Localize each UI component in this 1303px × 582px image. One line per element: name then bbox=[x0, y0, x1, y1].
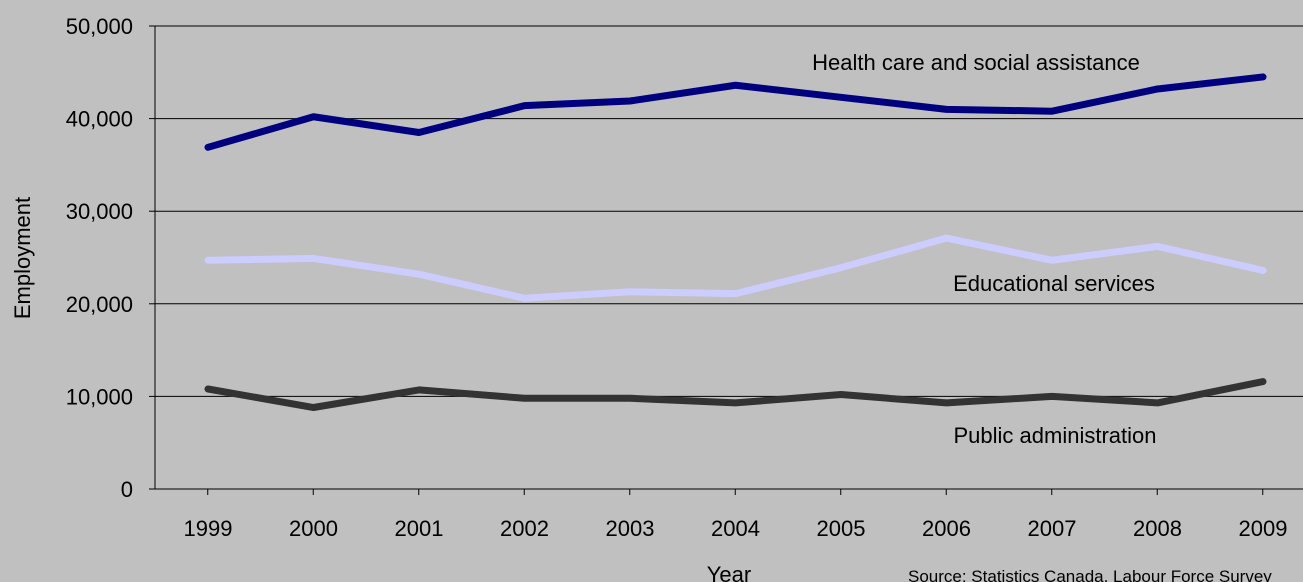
source-note: Source: Statistics Canada, Labour Force … bbox=[908, 567, 1272, 582]
axes bbox=[154, 26, 1303, 490]
x-axis-title: Year bbox=[707, 562, 751, 582]
x-tick-labels: 1999 2000 2001 2002 2003 2004 2005 2006 2007 2008… bbox=[184, 489, 1288, 541]
x-tick-label: 2005 bbox=[817, 516, 866, 541]
series-line-health-care-and-social-assistance bbox=[204, 73, 1267, 151]
y-tick-label: 40,000 bbox=[66, 107, 133, 132]
x-tick-label: 2008 bbox=[1133, 516, 1182, 541]
series-line-public-administration bbox=[204, 378, 1267, 412]
x-tick-label: 2000 bbox=[289, 516, 338, 541]
series-label-educational-services: Educational services bbox=[953, 271, 1155, 296]
series-lines bbox=[204, 73, 1267, 412]
y-tick-label: 0 bbox=[121, 477, 133, 502]
y-tick-label: 10,000 bbox=[66, 384, 133, 409]
y-tick-label: 20,000 bbox=[66, 292, 133, 317]
x-tick-label: 2007 bbox=[1028, 516, 1077, 541]
x-tick-label: 2001 bbox=[395, 516, 444, 541]
x-tick-label: 2004 bbox=[711, 516, 760, 541]
y-axis-title: Employment bbox=[10, 197, 35, 319]
series-line-educational-services bbox=[204, 234, 1267, 302]
y-tick-labels: 0 10,000 20,000 30,000 40,000 50,000 bbox=[66, 14, 133, 502]
series-label-public-administration: Public administration bbox=[954, 423, 1157, 448]
x-tick-label: 1999 bbox=[184, 516, 233, 541]
y-tick-label: 30,000 bbox=[66, 199, 133, 224]
y-tick-label: 50,000 bbox=[66, 14, 133, 39]
x-tick-label: 2009 bbox=[1239, 516, 1288, 541]
x-tick-label: 2002 bbox=[500, 516, 549, 541]
x-tick-label: 2006 bbox=[922, 516, 971, 541]
series-label-health-care: Health care and social assistance bbox=[812, 50, 1140, 75]
gridlines bbox=[149, 25, 1303, 490]
x-tick-label: 2003 bbox=[606, 516, 655, 541]
